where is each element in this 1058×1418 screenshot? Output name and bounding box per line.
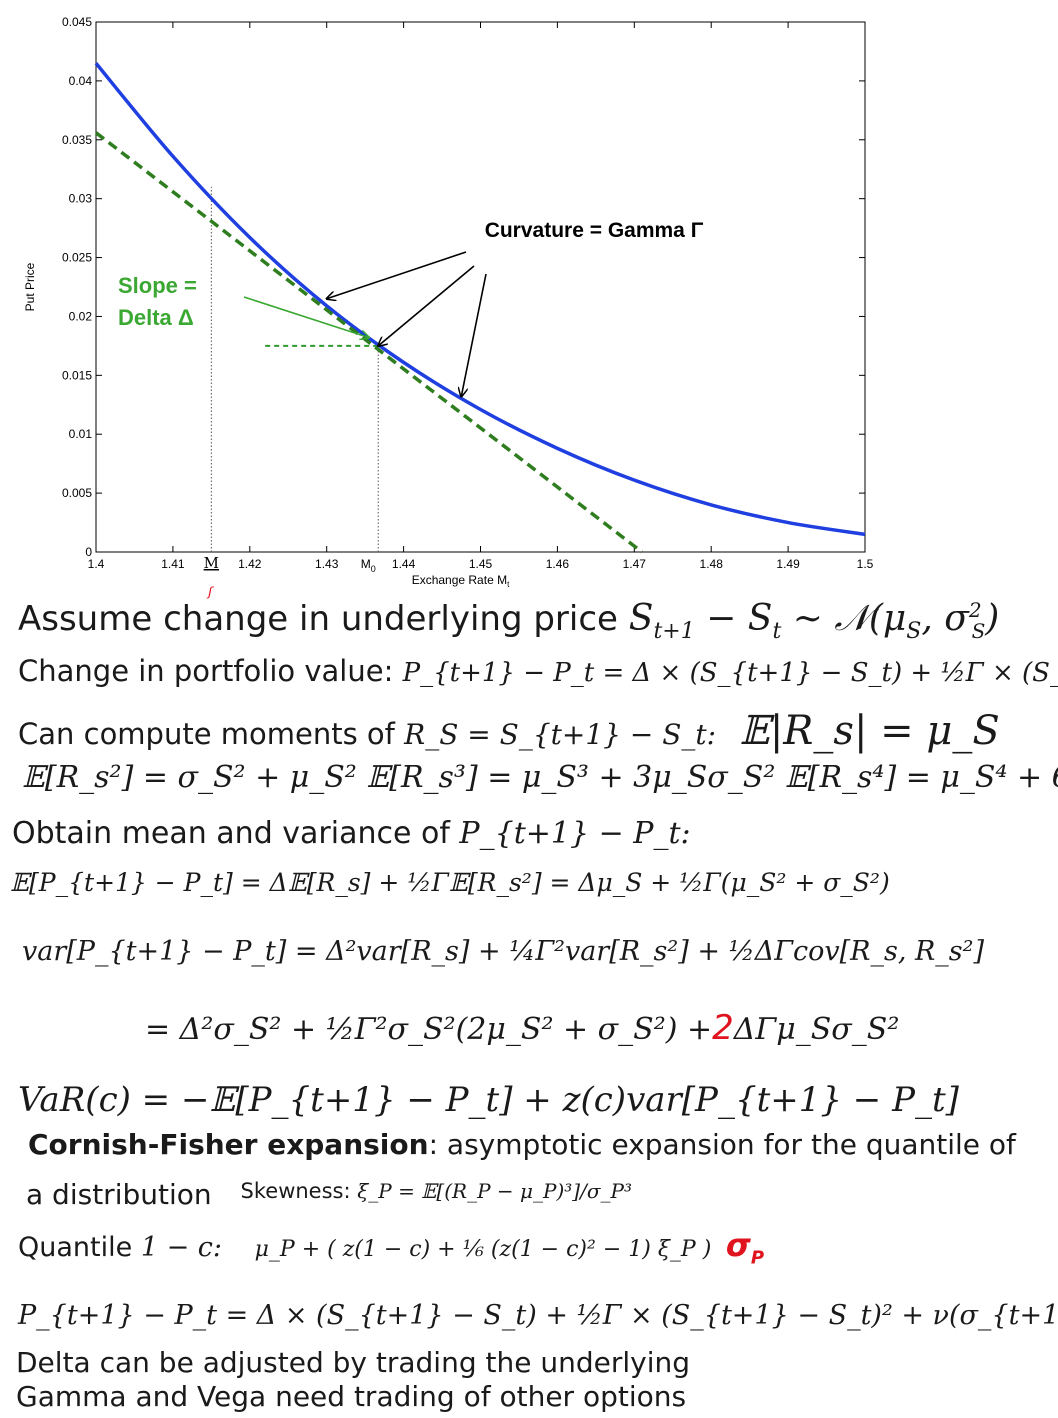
y-tick-label: 0 xyxy=(85,545,92,559)
quantile-level: 1 − c: xyxy=(140,1232,222,1263)
line-quantile: Quantile 1 − c: μ_P + ( z(1 − c) + ⅙ (z(… xyxy=(18,1226,764,1268)
x-axis-ticks: 1.4 1.41 1.42 1.43 1.44 1.45 1.46 1.47 1.48 1.49 1… xyxy=(88,22,874,589)
line-assume-change: ᶴ Assume change in underlying price St+1… xyxy=(18,584,1000,645)
portfolio-text: Change in portfolio value: xyxy=(18,654,403,688)
line-gamma-vega: Gamma and Vega need trading of other opt… xyxy=(16,1380,686,1413)
line-delta-adjust: Delta can be adjusted by trading the und… xyxy=(16,1346,690,1379)
higher-moments-math: 𝔼[R_s²] = σ_S² + μ_S² 𝔼[R_s³] = μ_S³ + 3… xyxy=(22,760,1058,795)
guide-lines xyxy=(210,186,379,552)
delta-label: Delta Δ xyxy=(118,305,194,330)
y-tick-label: 0.01 xyxy=(69,427,93,441)
x-tick-label: 1.44 xyxy=(392,557,416,571)
series-delta-tangent xyxy=(94,131,644,554)
series-put-price-curve xyxy=(94,62,866,537)
x-tick-label: 1.4 xyxy=(88,557,105,571)
y-tick-label: 0.03 xyxy=(69,192,93,206)
line-higher-moments: 𝔼[R_s²] = σ_S² + μ_S² 𝔼[R_s³] = μ_S³ + 3… xyxy=(22,760,1058,795)
x-tick-label: 1.43 xyxy=(315,557,339,571)
line-var-definition: VaR(c) = −𝔼[P_{t+1} − P_t] + z(c)var[P_{… xyxy=(18,1080,959,1120)
y-tick-label: 0.015 xyxy=(62,368,92,382)
x-tick-label: 1.46 xyxy=(546,557,570,571)
hw-two: 2 xyxy=(712,1008,734,1048)
moments-text: Can compute moments of xyxy=(18,717,405,751)
plot-frame xyxy=(95,21,866,553)
line-compute-moments: Can compute moments of R_S = S_{t+1} − S… xyxy=(18,708,1000,754)
put-price-chart: 0 0.005 0.01 0.015 0.02 0.025 0.03 0.035 0.04 0.0… xyxy=(23,15,874,589)
variance-expanded-1: = Δ²σ_S² + ½Γ²σ_S²(2μ_S² + σ_S²) + xyxy=(145,1012,713,1047)
skewness-label: Skewness: xyxy=(240,1179,358,1203)
curvature-arrow xyxy=(327,251,467,299)
chart-axes xyxy=(95,21,866,553)
x-tick-label: 1.41 xyxy=(161,557,185,571)
y-tick-label: 0.025 xyxy=(62,251,92,265)
curvature-arrow xyxy=(378,265,475,346)
x-axis-label: Exchange Rate Mt xyxy=(412,573,510,589)
portfolio-math: P_{t+1} − P_t = Δ × (S_{t+1} − S_t) + ½Γ… xyxy=(402,658,1058,688)
quantile-formula: μ_P + ( z(1 − c) + ⅙ (z(1 − c)² − 1) ξ_P… xyxy=(254,1237,712,1262)
cornish-fisher-desc: : asymptotic expansion for the quantile … xyxy=(428,1128,1016,1161)
y-tick-label: 0.02 xyxy=(69,309,93,323)
curvature-arrow xyxy=(461,273,487,397)
y-axis-label: Put Price xyxy=(23,262,37,311)
obtain-text: Obtain mean and variance of xyxy=(12,816,460,851)
y-tick-label: 0.045 xyxy=(62,15,92,29)
slope-arrow xyxy=(243,296,369,338)
hw-mark: ᶴ xyxy=(208,584,215,609)
chart-annotations: Curvature = Gamma Γ Slope = Delta Δ xyxy=(118,219,704,397)
x-tick-label: 1.48 xyxy=(700,557,724,571)
line-cornish-fisher: Cornish-Fisher expansion: asymptotic exp… xyxy=(28,1128,1016,1161)
portfolio-vega-math: P_{t+1} − P_t = Δ × (S_{t+1} − S_t) + ½Γ… xyxy=(18,1300,1058,1331)
y-tick-label: 0.005 xyxy=(62,486,92,500)
x-tick-label: 1.47 xyxy=(623,557,647,571)
mean-formula: 𝔼[P_{t+1} − P_t] = Δ𝔼[R_s] + ½Γ𝔼[R_s²] =… xyxy=(10,868,890,897)
gamma-vega-text: Gamma and Vega need trading of other opt… xyxy=(16,1380,687,1413)
moments-expectation: 𝔼|R_s| = μ_S xyxy=(739,708,1000,754)
variance-formula: var[P_{t+1} − P_t] = Δ²var[R_s] + ¼Γ²var… xyxy=(22,936,985,967)
y-tick-label: 0.04 xyxy=(69,74,93,88)
variance-expanded-2: ΔΓμ_Sσ_S² xyxy=(733,1012,900,1047)
quantile-text: Quantile xyxy=(18,1232,141,1263)
cornish-fisher-term: Cornish-Fisher expansion xyxy=(28,1128,429,1161)
skewness-math: ξ_P = 𝔼[(R_P − μ_P)³]/σ_P³ xyxy=(357,1179,632,1203)
distribution-text: a distribution xyxy=(26,1178,212,1208)
var-formula: VaR(c) = −𝔼[P_{t+1} − P_t] + z(c)var[P_{… xyxy=(18,1080,959,1120)
line-variance-expanded: = Δ²σ_S² + ½Γ²σ_S²(2μ_S² + σ_S²) +2ΔΓμ_S… xyxy=(145,1008,899,1048)
line-obtain-mean: Obtain mean and variance of P_{t+1} − P_… xyxy=(12,816,691,851)
x-tick-label: 1.45 xyxy=(469,557,493,571)
line-portfolio-vega: P_{t+1} − P_t = Δ × (S_{t+1} − S_t) + ½Γ… xyxy=(18,1300,1058,1331)
x-tick-label: 1.42 xyxy=(238,557,262,571)
line-mean-formula: 𝔼[P_{t+1} − P_t] = Δ𝔼[R_s] + ½Γ𝔼[R_s²] =… xyxy=(10,868,890,897)
x-tick-label: 1.49 xyxy=(776,557,800,571)
hw-sigma-p: σP xyxy=(725,1226,765,1269)
x-label-m-underline: M xyxy=(204,554,219,572)
moments-math: R_S = S_{t+1} − S_t: xyxy=(404,718,717,751)
slope-label: Slope = xyxy=(118,273,197,298)
line-distribution-skewness: a distribution Skewness: ξ_P = 𝔼[(R_P − … xyxy=(26,1178,632,1208)
assume-text: Assume change in underlying price xyxy=(18,599,629,639)
curvature-label: Curvature = Gamma Γ xyxy=(485,219,704,242)
x-tick-label: 1.5 xyxy=(857,557,874,571)
line-variance-formula: var[P_{t+1} − P_t] = Δ²var[R_s] + ¼Γ²var… xyxy=(22,936,984,967)
chart-series xyxy=(94,62,866,554)
obtain-math: P_{t+1} − P_t: xyxy=(459,816,691,851)
x-label-m0: M0 xyxy=(361,557,376,574)
line-portfolio-change: Change in portfolio value: P_{t+1} − P_t… xyxy=(18,654,1058,688)
delta-adjust-text: Delta can be adjusted by trading the und… xyxy=(16,1346,690,1379)
assume-math: St+1 − St ∼ 𝒩(μS, σ2S) xyxy=(628,598,1000,645)
y-axis-ticks: 0 0.005 0.01 0.015 0.02 0.025 0.03 0.035 0.04 0.0… xyxy=(23,15,865,559)
y-tick-label: 0.035 xyxy=(62,133,92,147)
